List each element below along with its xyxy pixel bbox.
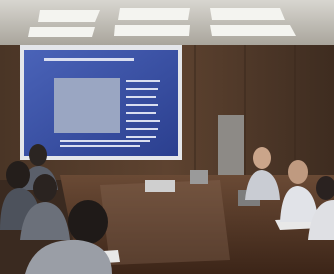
table-reflection: [100, 180, 230, 265]
projector: [145, 180, 175, 192]
meeting-room-photo: [0, 0, 334, 274]
cabinet: [218, 115, 244, 175]
page: [0, 0, 334, 274]
laptop: [190, 170, 208, 184]
ceiling: [0, 0, 334, 45]
slide-image: [54, 78, 120, 133]
